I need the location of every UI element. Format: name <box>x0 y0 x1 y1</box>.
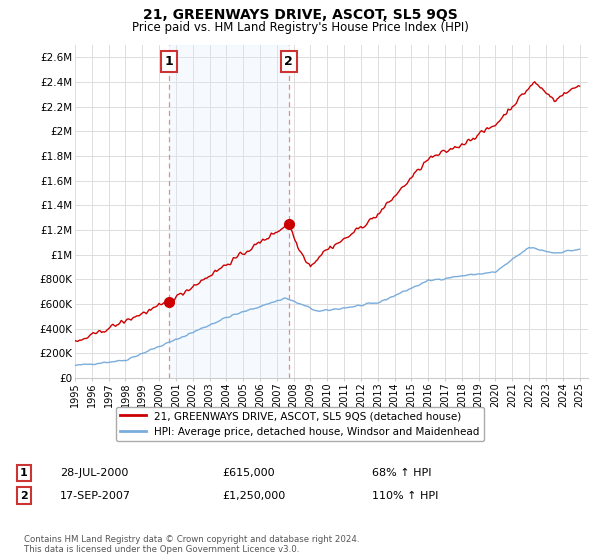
Text: 28-JUL-2000: 28-JUL-2000 <box>60 468 128 478</box>
Text: 2: 2 <box>20 491 28 501</box>
Text: 2: 2 <box>284 55 293 68</box>
Legend: 21, GREENWAYS DRIVE, ASCOT, SL5 9QS (detached house), HPI: Average price, detach: 21, GREENWAYS DRIVE, ASCOT, SL5 9QS (det… <box>116 407 484 441</box>
Text: 17-SEP-2007: 17-SEP-2007 <box>60 491 131 501</box>
Text: £615,000: £615,000 <box>222 468 275 478</box>
Text: 1: 1 <box>164 55 173 68</box>
Text: Price paid vs. HM Land Registry's House Price Index (HPI): Price paid vs. HM Land Registry's House … <box>131 21 469 34</box>
Text: 1: 1 <box>20 468 28 478</box>
Bar <box>169 45 289 378</box>
Text: 21, GREENWAYS DRIVE, ASCOT, SL5 9QS: 21, GREENWAYS DRIVE, ASCOT, SL5 9QS <box>143 8 457 22</box>
Text: Contains HM Land Registry data © Crown copyright and database right 2024.
This d: Contains HM Land Registry data © Crown c… <box>24 535 359 554</box>
Text: 68% ↑ HPI: 68% ↑ HPI <box>372 468 431 478</box>
Text: 110% ↑ HPI: 110% ↑ HPI <box>372 491 439 501</box>
Text: £1,250,000: £1,250,000 <box>222 491 285 501</box>
